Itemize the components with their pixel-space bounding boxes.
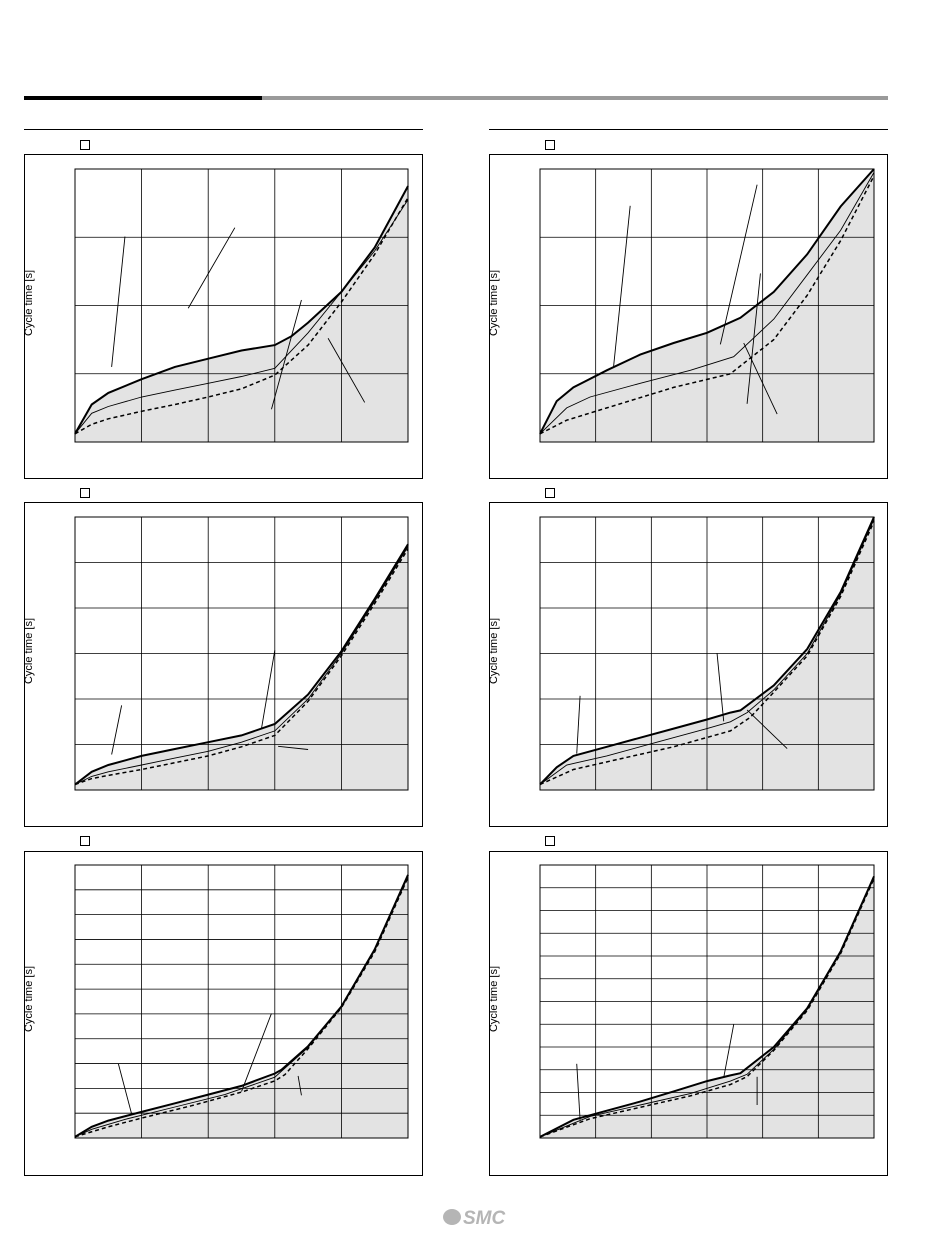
heading-checkbox xyxy=(545,488,555,498)
heading-checkbox xyxy=(80,140,90,150)
logo-mark xyxy=(443,1209,461,1225)
callout-leader-line xyxy=(261,650,276,729)
callout-leader-line xyxy=(278,745,309,750)
series-line-solid-thin xyxy=(74,546,409,785)
shaded-region xyxy=(75,874,408,1138)
series-line-solid-thin xyxy=(539,519,875,785)
column-rule-left xyxy=(24,129,423,130)
series-line-dashed xyxy=(74,548,409,786)
series-line-dashed xyxy=(539,521,875,786)
chart-panel-1 xyxy=(24,154,423,479)
heading-checkbox xyxy=(80,836,90,846)
callout-leader-line xyxy=(716,653,725,722)
chart-panel-3 xyxy=(24,502,423,827)
chart-panel-6 xyxy=(489,851,888,1176)
callout-leader-line xyxy=(241,1013,272,1092)
series-line-dashed xyxy=(74,197,409,435)
heading-checkbox xyxy=(545,140,555,150)
series-line-dashed xyxy=(539,175,875,435)
header-rule-grey xyxy=(262,96,888,100)
shaded-region xyxy=(75,186,408,442)
callout-leader-line xyxy=(576,1063,581,1120)
series-line-solid-thick xyxy=(539,168,875,435)
series-line-solid-thin xyxy=(74,199,409,435)
chart-panel-5 xyxy=(24,851,423,1176)
callout-leader-line xyxy=(723,1024,735,1078)
callout-leader-line xyxy=(111,705,123,755)
shaded-region xyxy=(75,544,408,790)
header-rule-black xyxy=(24,96,262,100)
series-line-dashed xyxy=(539,878,875,1138)
series-line-solid-thin xyxy=(74,876,409,1138)
plot-frame xyxy=(74,864,409,1139)
callout-leader-line xyxy=(576,695,581,754)
smc-logo: SMC xyxy=(443,1208,506,1229)
callout-leader-line xyxy=(187,227,236,309)
callout-leader-line xyxy=(743,342,778,415)
callout-leader-line xyxy=(327,338,366,403)
chart-panel-2 xyxy=(489,154,888,479)
chart-panel-4 xyxy=(489,502,888,827)
callout-leader-line xyxy=(746,273,761,404)
callout-leader-line xyxy=(111,236,126,367)
shaded-region xyxy=(540,876,874,1138)
callout-leader-line xyxy=(271,299,302,410)
callout-leader-line xyxy=(297,1075,302,1096)
series-line-solid-thin xyxy=(539,172,875,435)
callout-leader-line xyxy=(746,709,788,749)
callout-leader-line xyxy=(613,205,631,368)
callout-leader-line xyxy=(117,1063,133,1115)
heading-checkbox xyxy=(80,488,90,498)
series-line-solid-thick xyxy=(74,543,409,786)
series-line-solid-thick xyxy=(539,875,875,1138)
shaded-region xyxy=(540,517,874,790)
heading-checkbox xyxy=(545,836,555,846)
column-rule-right xyxy=(489,129,888,130)
series-line-dashed xyxy=(74,877,409,1138)
logo-text: SMC xyxy=(463,1208,506,1229)
series-line-solid-thick xyxy=(539,516,875,786)
callout-leader-line xyxy=(719,184,758,345)
